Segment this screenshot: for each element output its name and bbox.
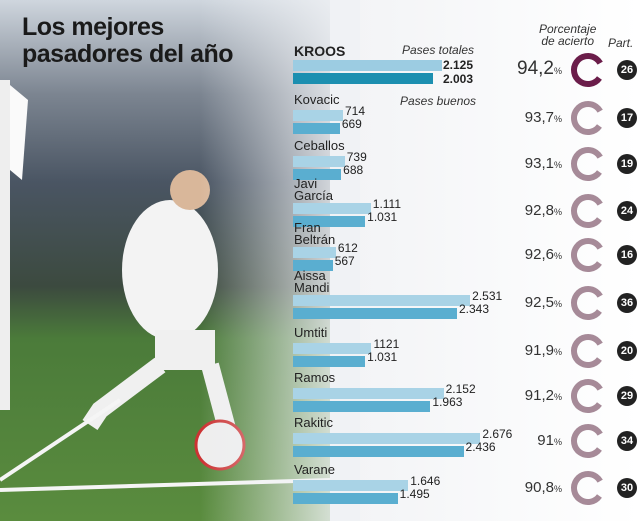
good-passes-bar xyxy=(293,169,342,180)
total-passes-label: 2.676 xyxy=(482,427,513,441)
accuracy-percentage: 92,5% xyxy=(524,294,562,311)
row-7: Ramos 2.152 1.963 91,2% 29 xyxy=(293,370,640,418)
total-passes-label: 1121 xyxy=(373,337,400,351)
player-name: Aissa Mandi xyxy=(294,268,330,295)
matches-badge: 34 xyxy=(617,431,637,451)
good-passes-bar xyxy=(293,123,340,134)
matches-badge: 20 xyxy=(617,341,637,361)
good-passes-bar xyxy=(293,308,457,319)
matches-badge: 24 xyxy=(617,201,637,221)
accuracy-ring xyxy=(571,238,605,272)
good-passes-bar xyxy=(293,73,434,84)
header-good: Pases buenos xyxy=(400,94,477,108)
player-name: KROOS xyxy=(294,43,346,59)
matches-badge: 17 xyxy=(617,108,637,128)
total-passes-label: 612 xyxy=(337,241,358,255)
good-passes-label: 1.963 xyxy=(432,395,463,409)
matches-badge: 16 xyxy=(617,245,637,265)
accuracy-percentage: 94,2% xyxy=(517,58,562,79)
row-1: Kovacic 714 669 93,7% 17 xyxy=(293,92,640,140)
accuracy-percentage: 93,1% xyxy=(524,155,562,172)
row-6: Umtiti 1121 1.031 91,9% 20 xyxy=(293,325,640,373)
player-name: Fran Beltrán xyxy=(294,220,336,247)
total-passes-bar xyxy=(293,433,481,444)
good-passes-label: 1.495 xyxy=(399,487,430,501)
chart-title: Los mejores pasadores del año xyxy=(22,13,234,68)
total-passes-bar xyxy=(293,295,471,306)
good-passes-label: 2.003 xyxy=(443,72,474,86)
total-passes-label: 1.111 xyxy=(372,197,402,211)
accuracy-ring xyxy=(571,147,605,181)
good-passes-label: 688 xyxy=(343,163,364,177)
good-passes-label: 1.031 xyxy=(367,350,398,364)
accuracy-ring xyxy=(571,53,605,87)
total-passes-label: 2.531 xyxy=(472,289,503,303)
total-passes-label: 739 xyxy=(346,150,367,164)
good-passes-label: 2.436 xyxy=(465,440,496,454)
player-name: Ramos xyxy=(294,370,336,385)
total-passes-label: 1.646 xyxy=(410,474,441,488)
accuracy-ring xyxy=(571,334,605,368)
total-passes-bar xyxy=(293,110,343,121)
good-passes-bar xyxy=(293,356,366,367)
good-passes-bar xyxy=(293,401,431,412)
total-passes-label: 2.152 xyxy=(445,382,476,396)
total-passes-bar xyxy=(293,203,371,214)
player-name: Javi García xyxy=(294,176,334,203)
good-passes-bar xyxy=(293,216,366,227)
accuracy-percentage: 93,7% xyxy=(524,109,562,126)
row-2: Ceballos 739 688 93,1% 19 xyxy=(293,138,640,186)
player-name: Rakitic xyxy=(294,415,334,430)
good-passes-bar xyxy=(293,260,333,271)
accuracy-percentage: 91% xyxy=(537,432,562,449)
good-passes-label: 567 xyxy=(334,254,355,268)
player-name: Varane xyxy=(294,462,335,477)
row-9: Varane 1.646 1.495 90,8% 30 xyxy=(293,462,640,510)
player-name: Umtiti xyxy=(294,325,328,340)
total-passes-bar xyxy=(293,343,372,354)
row-4: Fran Beltrán 612 567 92,6% 16 xyxy=(293,220,640,272)
player-name: Kovacic xyxy=(294,92,340,107)
row-8: Rakitic 2.676 2.436 91% 34 xyxy=(293,415,640,463)
accuracy-ring xyxy=(571,379,605,413)
row-5: Aissa Mandi 2.531 2.343 92,5% 36 xyxy=(293,268,640,320)
matches-badge: 30 xyxy=(617,478,637,498)
total-passes-bar xyxy=(293,388,444,399)
matches-badge: 29 xyxy=(617,386,637,406)
total-passes-label: 714 xyxy=(344,104,365,118)
header-pct: Porcentaje de acierto xyxy=(539,22,597,48)
player-name: Ceballos xyxy=(294,138,345,153)
good-passes-label: 2.343 xyxy=(459,302,490,316)
accuracy-percentage: 92,6% xyxy=(524,246,562,263)
accuracy-ring xyxy=(571,471,605,505)
header-total: Pases totales xyxy=(402,43,475,57)
total-passes-bar xyxy=(293,247,336,258)
good-passes-label: 669 xyxy=(341,117,362,131)
accuracy-percentage: 90,8% xyxy=(524,479,562,496)
accuracy-ring xyxy=(571,424,605,458)
accuracy-ring xyxy=(571,194,605,228)
total-passes-bar xyxy=(293,480,409,491)
row-0: KROOS 2.125 2.003 94,2% 26 xyxy=(293,43,640,91)
good-passes-label: 1.031 xyxy=(367,210,398,224)
matches-badge: 26 xyxy=(617,60,637,80)
accuracy-percentage: 91,2% xyxy=(524,387,562,404)
matches-badge: 36 xyxy=(617,293,637,313)
total-passes-bar xyxy=(293,60,442,71)
accuracy-percentage: 91,9% xyxy=(524,342,562,359)
header-matches: Part. xyxy=(608,36,634,50)
good-passes-bar xyxy=(293,446,464,457)
total-passes-label: 2.125 xyxy=(443,58,474,72)
matches-badge: 19 xyxy=(617,154,637,174)
good-passes-bar xyxy=(293,493,398,504)
accuracy-percentage: 92,8% xyxy=(524,202,562,219)
total-passes-bar xyxy=(293,156,345,167)
row-3: Javi García 1.111 1.031 92,8% 24 xyxy=(293,176,640,228)
accuracy-ring xyxy=(571,286,605,320)
accuracy-ring xyxy=(571,101,605,135)
